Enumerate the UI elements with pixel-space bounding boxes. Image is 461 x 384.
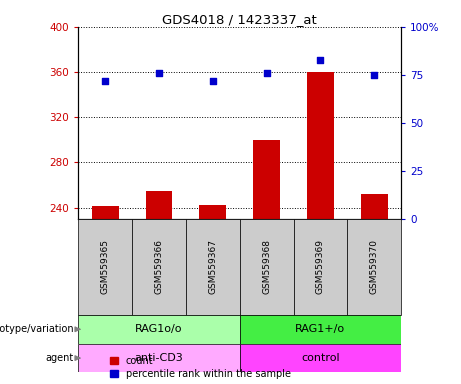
- Bar: [253, 140, 280, 219]
- Text: RAG1+/o: RAG1+/o: [296, 324, 345, 334]
- Point: [263, 70, 270, 76]
- Bar: [240, 344, 401, 372]
- Point: [317, 56, 324, 63]
- Text: GSM559368: GSM559368: [262, 239, 271, 295]
- Bar: [146, 190, 172, 219]
- Bar: [347, 219, 401, 315]
- Bar: [132, 219, 186, 315]
- Bar: [78, 315, 240, 344]
- Text: anti-CD3: anti-CD3: [135, 353, 183, 363]
- Text: GSM559365: GSM559365: [101, 239, 110, 295]
- Bar: [186, 219, 240, 315]
- Text: control: control: [301, 353, 340, 363]
- Bar: [199, 205, 226, 219]
- Text: GSM559367: GSM559367: [208, 239, 217, 295]
- Bar: [78, 219, 132, 315]
- Point: [371, 72, 378, 78]
- Point: [101, 78, 109, 84]
- Point: [209, 78, 217, 84]
- Bar: [294, 219, 347, 315]
- Legend: count, percentile rank within the sample: count, percentile rank within the sample: [106, 352, 295, 383]
- Bar: [361, 194, 388, 219]
- Bar: [240, 315, 401, 344]
- Bar: [307, 72, 334, 219]
- Point: [155, 70, 163, 76]
- Text: GSM559369: GSM559369: [316, 239, 325, 295]
- Text: GSM559370: GSM559370: [370, 239, 378, 295]
- Bar: [240, 219, 294, 315]
- Title: GDS4018 / 1423337_at: GDS4018 / 1423337_at: [162, 13, 317, 26]
- Text: RAG1o/o: RAG1o/o: [135, 324, 183, 334]
- Bar: [92, 207, 118, 219]
- Text: GSM559366: GSM559366: [154, 239, 164, 295]
- Text: agent: agent: [46, 353, 74, 363]
- Text: genotype/variation: genotype/variation: [0, 324, 74, 334]
- Bar: [78, 344, 240, 372]
